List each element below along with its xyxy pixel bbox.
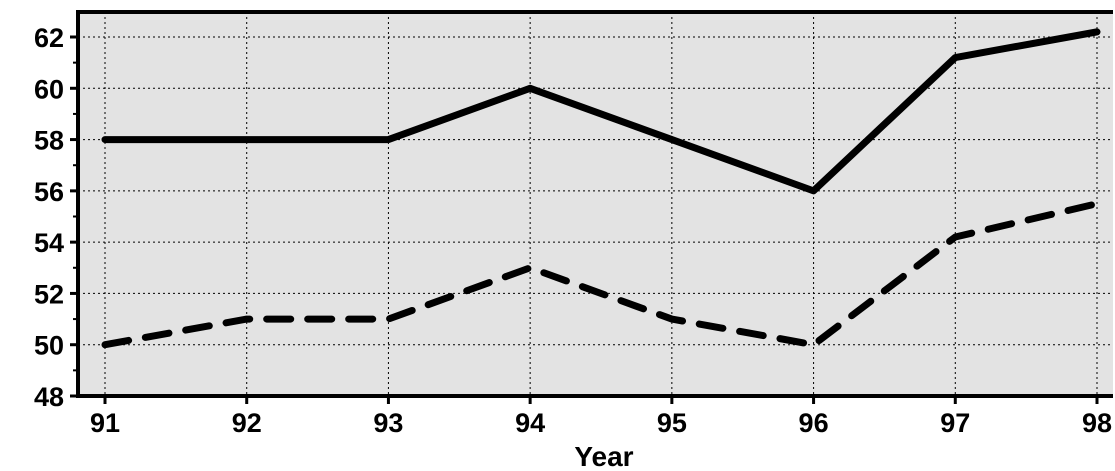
axes [70, 10, 1113, 404]
y-tick-label: 48 [34, 382, 64, 412]
series-line-1 [101, 28, 1101, 195]
x-tick-label: 91 [90, 408, 120, 438]
x-tick-label: 97 [940, 408, 970, 438]
x-axis-label: Year [574, 441, 633, 471]
y-tick-label: 56 [34, 177, 64, 207]
x-tick-label: 95 [657, 408, 687, 438]
x-tick-label: 94 [515, 408, 545, 438]
series-lines [101, 28, 1101, 349]
tick-labels: 48 50 52 54 56 58 60 62 91 92 93 94 95 96 97 98 [34, 23, 1112, 438]
gridlines [78, 12, 1113, 396]
y-tick-label: 52 [34, 279, 64, 309]
y-tick-label: 58 [34, 126, 64, 156]
x-tick-label: 98 [1082, 408, 1112, 438]
y-tick-label: 60 [34, 74, 64, 104]
x-tick-label: 93 [373, 408, 403, 438]
y-tick-label: 62 [34, 23, 64, 53]
plot-area [78, 12, 1113, 396]
y-tick-label: 50 [34, 331, 64, 361]
y-tick-label: 54 [34, 228, 64, 258]
x-tick-label: 96 [799, 408, 829, 438]
x-tick-label: 92 [232, 408, 262, 438]
series-line-2 [101, 200, 1101, 349]
